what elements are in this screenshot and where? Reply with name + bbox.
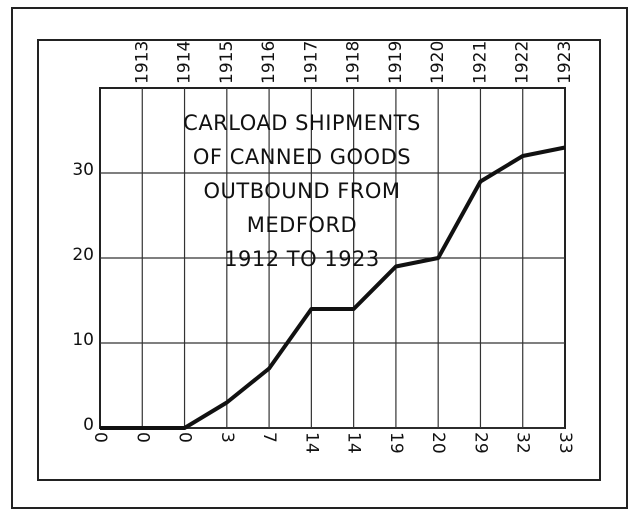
x-tick-label: 1922 bbox=[513, 41, 533, 84]
x-tick-label: 1918 bbox=[344, 41, 364, 84]
x-tick-label: 1923 bbox=[555, 41, 575, 84]
x-tick-label: 1914 bbox=[175, 41, 195, 84]
x-tick-label: 1920 bbox=[428, 41, 448, 84]
data-label: 19 bbox=[386, 432, 406, 454]
chart-title: MEDFORD bbox=[247, 213, 357, 237]
data-line bbox=[100, 145, 566, 430]
outer-frame bbox=[11, 7, 628, 509]
data-label: 7 bbox=[259, 432, 279, 443]
x-tick-label: 1916 bbox=[259, 41, 279, 84]
data-label: 14 bbox=[344, 432, 364, 454]
y-tick-label: 10 bbox=[72, 330, 94, 350]
y-tick-label: 20 bbox=[72, 245, 94, 265]
x-tick-label: 1921 bbox=[470, 41, 490, 84]
chart-title: CARLOAD SHIPMENTS bbox=[183, 111, 421, 135]
y-tick-label: 30 bbox=[72, 160, 94, 180]
inner-frame bbox=[37, 39, 601, 481]
x-tick-label: 1915 bbox=[217, 41, 237, 84]
x-tick-label: 1913 bbox=[132, 41, 152, 84]
chart-title: OF CANNED GOODS bbox=[193, 145, 411, 169]
x-tick-label: 1917 bbox=[301, 41, 321, 84]
y-tick-label: 0 bbox=[83, 415, 94, 435]
data-label: 33 bbox=[555, 432, 575, 454]
data-label: 32 bbox=[513, 432, 533, 454]
chart-title: OUTBOUND FROM bbox=[203, 179, 400, 203]
data-label: 14 bbox=[301, 432, 321, 454]
data-label: 0 bbox=[132, 432, 152, 443]
x-tick-label: 1919 bbox=[386, 41, 406, 84]
data-label: 29 bbox=[470, 432, 490, 454]
chart-title: 1912 TO 1923 bbox=[224, 247, 380, 271]
data-label: 0 bbox=[175, 432, 195, 443]
data-label: 20 bbox=[428, 432, 448, 454]
data-label: 3 bbox=[217, 432, 237, 443]
data-label: 0 bbox=[90, 432, 110, 443]
